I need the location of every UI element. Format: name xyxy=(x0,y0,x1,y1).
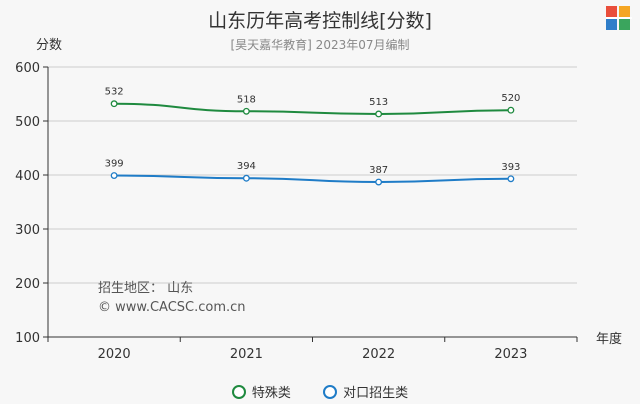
y-tick-label: 500 xyxy=(15,115,40,130)
legend-label-series-2: 对口招生类 xyxy=(343,386,409,401)
series-line-2 xyxy=(114,174,511,184)
series-line-1 xyxy=(114,102,511,115)
legend-marker-series-1 xyxy=(231,385,246,399)
chart-title: 山东历年高考控制线[分数] xyxy=(208,10,432,32)
region-note: 招生地区： 山东 xyxy=(98,281,194,296)
legend-marker-series-2 xyxy=(323,385,338,399)
data-point xyxy=(375,110,383,118)
x-axis-title: 年度 xyxy=(595,332,622,347)
chart-subtitle: [昊天嘉华教育] 2023年07月编制 xyxy=(230,38,410,52)
x-tick-label: 2023 xyxy=(494,347,527,362)
data-label: 532 xyxy=(105,87,124,98)
y-axis-title: 分数 xyxy=(36,38,63,53)
legend-item-series-2[interactable]: 对口招生类 xyxy=(323,382,408,401)
x-tick-label: 2021 xyxy=(230,347,263,362)
data-point xyxy=(242,174,250,182)
data-point xyxy=(110,172,118,179)
chart-legend: 特殊类 对口招生类 xyxy=(0,382,640,401)
x-tick-label: 2022 xyxy=(362,347,395,362)
data-label: 520 xyxy=(501,93,520,104)
data-point xyxy=(507,175,515,183)
data-point xyxy=(110,100,118,108)
y-tick-label: 600 xyxy=(15,61,40,76)
data-label: 394 xyxy=(237,161,256,172)
data-label: 513 xyxy=(369,97,388,108)
data-label: 518 xyxy=(237,94,256,105)
legend-label-series-1: 特殊类 xyxy=(251,386,291,401)
data-label: 387 xyxy=(369,165,388,176)
y-tick-label: 300 xyxy=(15,223,40,238)
data-point xyxy=(507,106,515,114)
y-tick-label: 200 xyxy=(15,277,40,292)
legend-item-series-1[interactable]: 特殊类 xyxy=(231,382,291,401)
data-point xyxy=(375,178,383,186)
data-label: 399 xyxy=(105,159,124,170)
source-note: © www.CACSC.com.cn xyxy=(98,300,246,315)
data-label: 393 xyxy=(501,162,520,173)
brand-logo-icon xyxy=(606,6,632,32)
y-tick-label: 100 xyxy=(15,331,40,346)
x-tick-label: 2020 xyxy=(98,347,131,362)
data-point xyxy=(242,107,250,115)
y-tick-label: 400 xyxy=(15,169,40,184)
